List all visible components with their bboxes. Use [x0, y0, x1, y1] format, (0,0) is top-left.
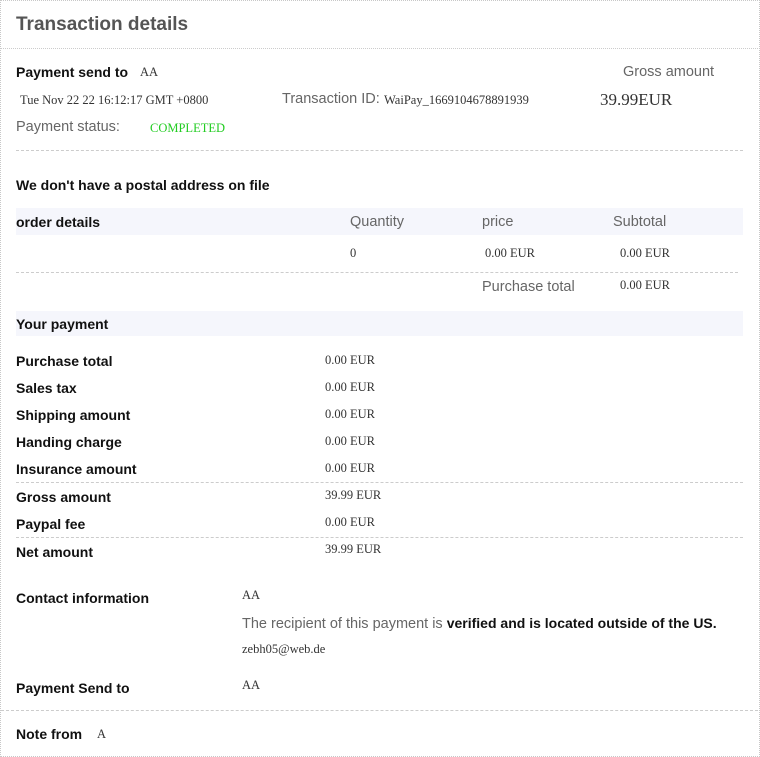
price-header: price: [482, 214, 514, 230]
your-payment-header: [16, 311, 743, 336]
your-payment-title: Your payment: [16, 316, 109, 332]
contact-email: zebh05@web.de: [242, 642, 326, 656]
subtotal-header: Subtotal: [613, 214, 667, 230]
contact-name: AA: [242, 588, 261, 602]
payment-row-label: Net amount: [16, 544, 93, 560]
payment-send-to-label: Payment send to: [16, 64, 129, 80]
payment-row-value: 39.99 EUR: [325, 542, 382, 556]
purchase-total-value: 0.00 EUR: [620, 278, 670, 292]
payment-status-label: Payment status:: [16, 119, 120, 135]
recipient-text: The recipient of this payment is: [242, 616, 447, 632]
payment-row-value: 0.00 EUR: [325, 353, 375, 367]
payment-row-label: Purchase total: [16, 353, 113, 369]
payment-send-to-value-bottom: AA: [242, 678, 261, 692]
gross-amount-value: 39.99EUR: [600, 90, 673, 109]
payment-row-label: Shipping amount: [16, 407, 131, 423]
postal-notice: We don't have a postal address on file: [16, 177, 270, 193]
payment-row-label: Gross amount: [16, 489, 111, 505]
purchase-total-label: Purchase total: [482, 279, 575, 295]
recipient-notice: The recipient of this payment is verifie…: [242, 616, 717, 632]
page-title: Transaction details: [16, 14, 189, 35]
divider: [1, 710, 758, 711]
order-subtotal: 0.00 EUR: [620, 246, 670, 260]
transaction-date: Tue Nov 22 22 16:12:17 GMT +0800: [20, 93, 209, 107]
gross-amount-label: Gross amount: [623, 64, 715, 80]
payment-row-value: 0.00 EUR: [325, 515, 375, 529]
divider: [16, 150, 743, 151]
contact-label: Contact information: [16, 590, 149, 606]
payment-row-value: 0.00 EUR: [325, 407, 375, 421]
transaction-id-label: Transaction ID:: [282, 91, 380, 107]
order-quantity: 0: [350, 246, 357, 260]
recipient-status: verified and is located outside of the U…: [446, 615, 717, 631]
order-details-header: order details: [16, 214, 101, 230]
payment-row-value: 39.99 EUR: [325, 488, 382, 502]
divider: [1, 48, 758, 49]
order-header: [16, 208, 743, 235]
note-value: A: [97, 727, 107, 741]
payment-row-value: 0.00 EUR: [325, 380, 375, 394]
divider: [16, 537, 743, 538]
quantity-header: Quantity: [350, 214, 404, 230]
payment-row-label: Sales tax: [16, 380, 77, 396]
payment-row-value: 0.00 EUR: [325, 434, 375, 448]
status-badge: COMPLETED: [150, 121, 225, 135]
payment-row-label: Paypal fee: [16, 516, 86, 532]
divider: [16, 482, 743, 483]
payment-row-label: Handing charge: [16, 434, 122, 450]
payment-send-to-label-bottom: Payment Send to: [16, 680, 130, 696]
payment-send-to-value: AA: [140, 65, 159, 79]
transaction-id-value: WaiPay_1669104678891939: [384, 93, 529, 107]
order-price: 0.00 EUR: [485, 246, 535, 260]
payment-row-value: 0.00 EUR: [325, 461, 375, 475]
note-label: Note from: [16, 726, 83, 742]
payment-row-label: Insurance amount: [16, 461, 137, 477]
divider: [16, 272, 738, 273]
